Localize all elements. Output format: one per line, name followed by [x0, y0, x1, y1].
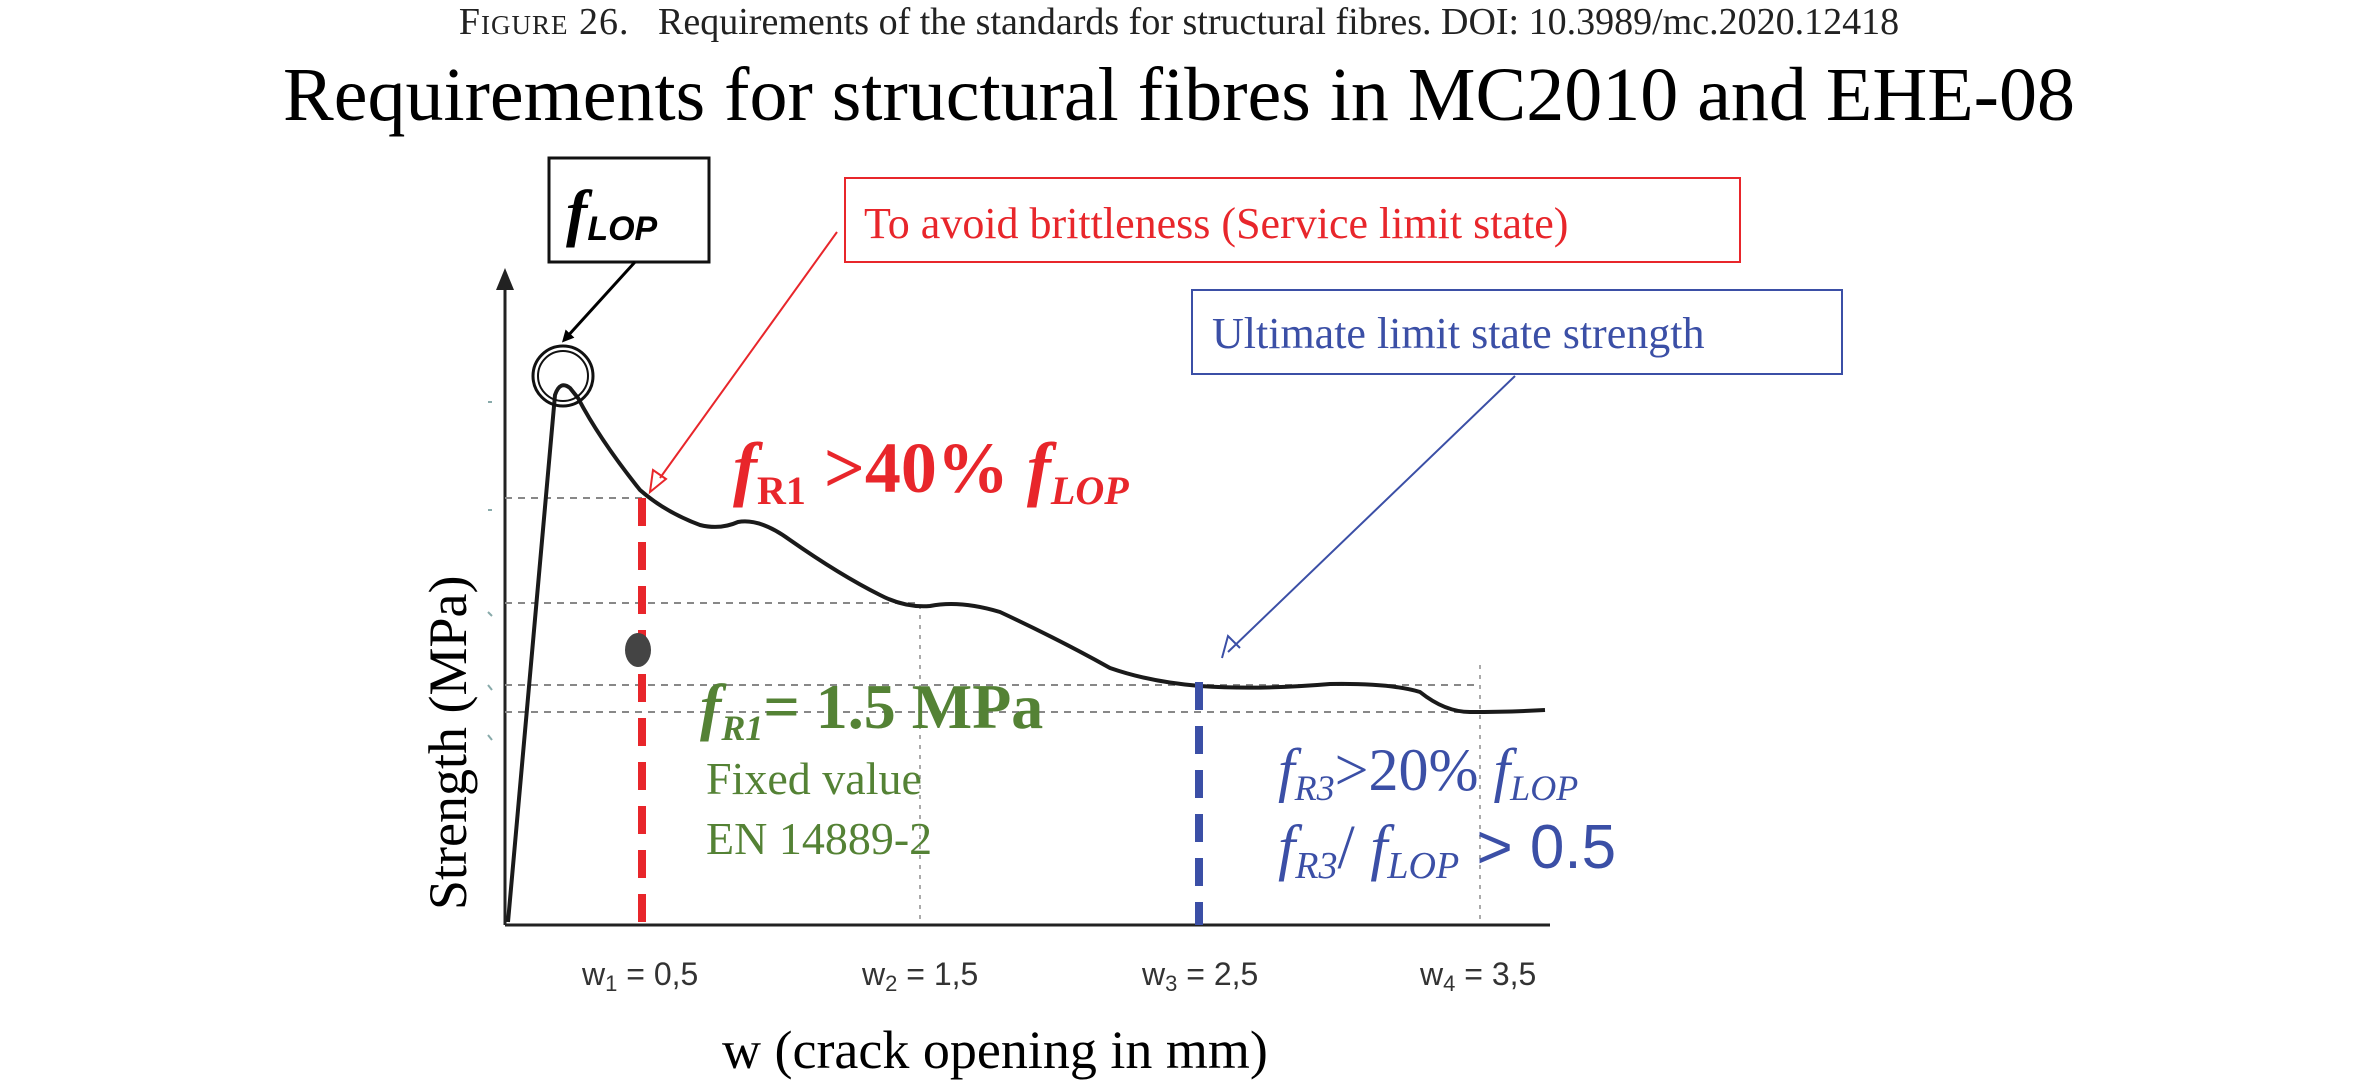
ultimate-limit-callout-box	[1191, 289, 1843, 375]
x-tick-w1: w1 = 0,5	[581, 956, 698, 996]
y-axis-arrowhead	[496, 268, 514, 290]
fr1-fixed-value: fR1= 1.5 MPa	[700, 671, 1043, 748]
y-axis-ticks	[487, 401, 493, 741]
en-standard-note: EN 14889-2	[706, 813, 932, 864]
flop-callout-box	[547, 156, 711, 264]
fr1-data-point	[625, 633, 651, 667]
ultimate-limit-callout-text: Ultimate limit state strength	[1212, 309, 1704, 358]
flop-peak-marker	[531, 344, 595, 408]
fixed-value-note: Fixed value	[706, 753, 922, 804]
x-tick-w3: w3 = 2,5	[1141, 956, 1258, 996]
service-limit-arrow	[659, 231, 838, 479]
figure-title: Requirements for structural fibres in MC…	[283, 53, 2075, 137]
ultimate-limit-arrowhead	[1221, 634, 1241, 659]
service-limit-callout-box	[844, 177, 1741, 263]
vertical-guides	[919, 605, 1481, 925]
service-limit-arrowhead	[648, 468, 668, 495]
figure-caption: Figure 26. Requirements of the standards…	[0, 0, 2358, 44]
flop-peak-marker-inner	[537, 350, 589, 402]
service-limit-callout-text: To avoid brittleness (Service limit stat…	[864, 199, 1568, 248]
stress-crack-curve	[506, 383, 1546, 923]
caption-text: Requirements of the standards for struct…	[658, 1, 1900, 43]
flop-callout-arrow	[561, 260, 637, 343]
x-tick-w4: w4 = 3,5	[1419, 956, 1536, 996]
y-axis-label: Strength (MPa)	[418, 576, 478, 910]
x-tick-w2: w2 = 1,5	[861, 956, 978, 996]
fr3-ratio: fR3/ fLOP > 0.5	[1278, 813, 1616, 887]
fr1-requirement: fR1 >40% fLOP	[733, 428, 1129, 513]
caption-label: Figure 26.	[458, 1, 630, 43]
ultimate-limit-arrow	[1227, 375, 1516, 653]
fr3-requirement: fR3>20% fLOP	[1278, 737, 1578, 808]
x-axis-label: w (crack opening in mm)	[722, 1020, 1268, 1080]
